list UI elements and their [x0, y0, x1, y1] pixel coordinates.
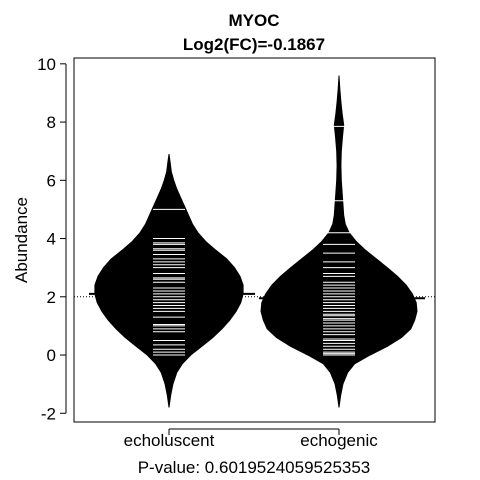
y-axis-label: Abundance [12, 197, 31, 283]
mean-lines-layer [74, 125, 435, 356]
y-tick-label: 8 [47, 113, 56, 132]
bean-echoluscent [94, 154, 244, 408]
chart-title: MYOC [229, 11, 280, 30]
beans-layer [94, 75, 418, 408]
chart-subtitle: Log2(FC)=-0.1867 [183, 35, 325, 54]
y-tick-label: 2 [47, 288, 56, 307]
y-tick-label: -2 [41, 404, 56, 423]
bean-echogenic [260, 75, 418, 408]
x-axis: echoluscent echogenic [124, 428, 378, 450]
y-tick-label: 10 [37, 55, 56, 74]
x-tick-label-echoluscent: echoluscent [124, 431, 215, 450]
y-tick-label: 0 [47, 346, 56, 365]
plot-frame [73, 57, 436, 423]
x-tick-label-echogenic: echogenic [300, 431, 378, 450]
y-tick-label: 6 [47, 171, 56, 190]
p-value-label: P-value: 0.6019524059525353 [138, 458, 371, 477]
y-tick-label: 4 [47, 230, 56, 249]
y-axis: -2 0 2 4 6 8 10 [37, 55, 67, 423]
